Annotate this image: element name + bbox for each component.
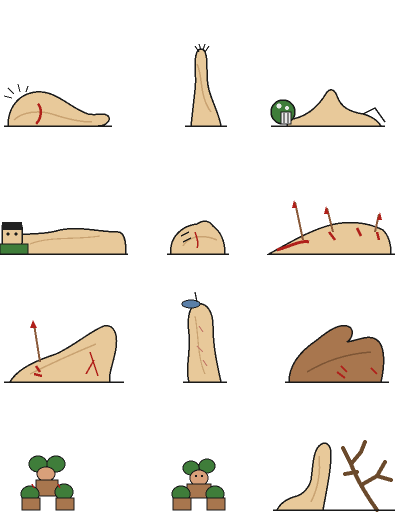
goblin-group-icon [171, 458, 226, 511]
worm-lying-icon [3, 83, 112, 127]
brown-creature-wounded [267, 256, 400, 384]
goblin-group-icon [20, 455, 75, 511]
standing-cloaked-creature [133, 0, 266, 128]
worm-standing-icon [185, 43, 228, 127]
man-buried-under-creature [0, 128, 133, 256]
worm-curled-icon [167, 220, 230, 255]
worm-crushing-icon [0, 222, 128, 255]
creature-curled-with-face [133, 128, 266, 256]
creature-with-helmet [267, 0, 400, 128]
creature-rearing-speared [0, 256, 133, 384]
worm-rearing-icon [4, 320, 124, 383]
worm-brown-icon [284, 324, 389, 383]
creature-and-dead-tree [267, 384, 400, 512]
worm-tree-icon [272, 440, 395, 512]
goblin-group-b [133, 384, 266, 512]
worm-upright-icon [181, 291, 228, 383]
lying-worm-creature [0, 0, 133, 128]
creature-speared-bleeding [266, 128, 400, 256]
goblin-group-a [0, 384, 133, 512]
creature-upright-capped [133, 256, 266, 384]
worm-helmet-icon [269, 89, 386, 127]
worm-speared-icon [266, 200, 395, 255]
